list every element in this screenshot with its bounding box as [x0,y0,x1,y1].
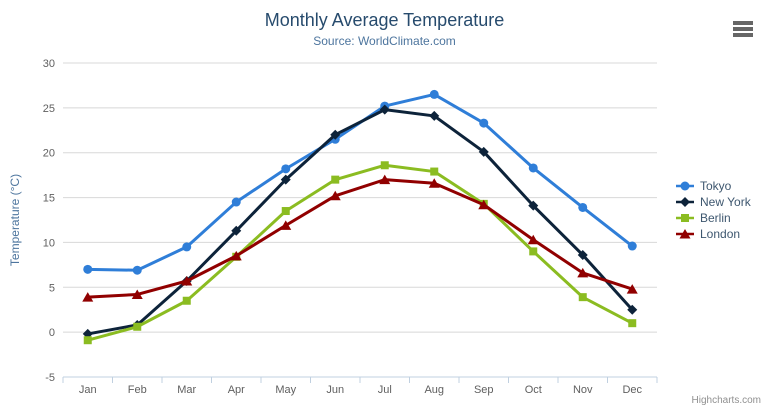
legend-label: New York [700,195,751,209]
data-point-marker[interactable] [181,276,193,286]
hamburger-menu-icon[interactable] [733,21,753,39]
data-point-marker[interactable] [680,181,690,191]
data-point-marker[interactable] [430,167,439,176]
data-point-marker[interactable] [577,249,588,260]
series-line[interactable] [86,108,634,336]
legend-label: Berlin [700,211,731,225]
y-axis-tick-label: 0 [49,327,55,339]
y-axis-tick-label: 5 [49,282,55,294]
data-point-marker[interactable] [132,265,142,275]
data-point-marker[interactable] [231,225,242,236]
data-point-marker[interactable] [679,229,691,239]
y-axis-tick-label: 10 [43,237,55,249]
legend-label: London [700,227,741,241]
data-point-marker[interactable] [379,174,391,185]
highcharts-credits-link[interactable]: Highcharts.com [691,395,761,406]
data-point-marker[interactable] [527,234,539,245]
legend-circle-icon [676,181,694,191]
series-new-york[interactable] [82,104,638,339]
x-axis-tick-label: May [275,384,296,396]
legend-label: Tokyo [700,179,732,193]
data-point-marker[interactable] [681,214,689,222]
data-point-marker[interactable] [528,200,539,211]
data-point-marker[interactable] [478,146,489,157]
y-axis-title: Temperature (°C) [8,173,22,267]
data-point-marker[interactable] [578,202,588,212]
data-point-marker[interactable] [330,129,341,140]
y-axis-tick-label: 25 [43,103,55,115]
data-point-marker[interactable] [680,197,690,207]
x-axis-tick-label: Aug [424,384,444,396]
data-point-marker[interactable] [626,284,638,294]
data-point-marker[interactable] [380,161,389,170]
data-point-marker[interactable] [281,164,291,174]
chart-title: Monthly Average Temperature [264,10,505,30]
data-point-marker[interactable] [379,104,390,115]
series-line[interactable] [86,178,634,299]
x-axis-tick-label: Apr [228,384,245,396]
data-point-marker[interactable] [133,322,142,331]
legend-item-new-york[interactable]: New York [675,194,751,210]
data-point-marker[interactable] [578,293,587,302]
y-axis-tick-label: 20 [43,148,55,160]
data-point-marker[interactable] [331,175,340,184]
series-tokyo[interactable] [83,89,637,275]
data-point-marker[interactable] [281,207,290,216]
data-point-marker[interactable] [429,89,439,99]
data-point-marker[interactable] [231,197,241,207]
x-axis-tick-label: Nov [573,384,593,396]
data-point-marker[interactable] [83,336,92,345]
x-axis-tick-label: Jun [326,384,344,396]
x-axis-tick-label: Jul [378,384,392,396]
legend-item-berlin[interactable]: Berlin [675,210,751,226]
data-point-marker[interactable] [528,163,538,173]
data-point-marker[interactable] [82,292,94,302]
data-point-marker[interactable] [627,241,637,251]
y-axis-tick-label: -5 [45,372,55,384]
legend-triangle-icon [676,229,694,239]
hamburger-bar [733,27,753,31]
data-point-marker[interactable] [230,250,242,261]
legend-diamond-icon [676,197,694,207]
series-london[interactable] [82,174,638,302]
hamburger-bar [733,21,753,25]
data-point-marker[interactable] [280,174,291,185]
data-point-marker[interactable] [182,296,191,305]
y-axis-tick-label: 15 [43,193,55,205]
hamburger-bar [733,33,753,37]
y-axis-tick-label: 30 [43,58,55,70]
data-point-marker[interactable] [329,190,341,201]
data-point-marker[interactable] [182,242,192,252]
data-point-marker[interactable] [83,264,93,274]
data-point-marker[interactable] [131,289,143,299]
data-point-marker[interactable] [280,220,292,230]
legend: Tokyo New York Berlin London [675,178,751,242]
x-axis-tick-label: Dec [622,384,642,396]
x-axis-tick-label: Jan [79,384,97,396]
series-line[interactable] [86,163,634,342]
data-point-marker[interactable] [628,319,637,328]
legend-item-london[interactable]: London [675,226,751,242]
data-point-marker[interactable] [627,304,638,315]
x-axis-tick-label: Sep [474,384,494,396]
data-point-marker[interactable] [577,267,589,278]
x-axis-tick-label: Oct [525,384,542,396]
data-point-marker[interactable] [428,178,440,188]
chart-subtitle: Source: WorldClimate.com [313,34,456,48]
data-point-marker[interactable] [429,110,440,121]
legend-square-icon [676,214,694,222]
data-point-marker[interactable] [478,199,490,210]
data-point-marker[interactable] [529,247,538,256]
x-axis-tick-label: Mar [177,384,196,396]
data-point-marker[interactable] [479,118,489,128]
x-axis-tick-label: Feb [128,384,147,396]
legend-item-tokyo[interactable]: Tokyo [675,178,751,194]
